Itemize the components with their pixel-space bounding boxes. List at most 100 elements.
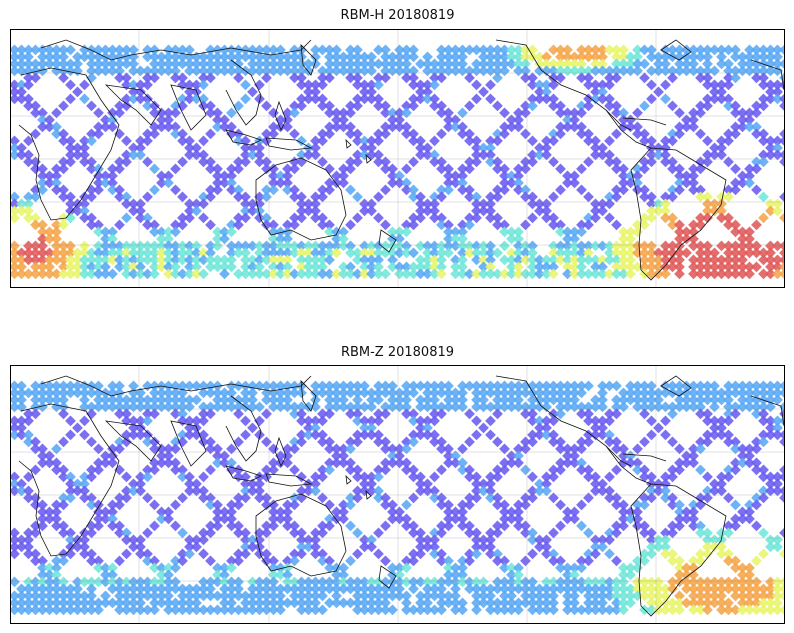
- data-cell: [779, 261, 784, 273]
- data-cell: [254, 205, 265, 217]
- data-cell: [513, 170, 524, 182]
- data-cell: [646, 205, 657, 217]
- data-cell: [590, 240, 601, 252]
- data-cell: [23, 72, 34, 84]
- data-cell: [198, 149, 209, 161]
- data-cell: [625, 121, 636, 133]
- data-cell: [702, 604, 713, 616]
- data-cell: [569, 247, 580, 259]
- data-cell: [394, 233, 405, 245]
- data-cell: [569, 226, 580, 238]
- data-cell: [660, 212, 671, 224]
- data-cell: [478, 247, 489, 259]
- data-cell: [583, 219, 594, 231]
- data-cell: [583, 492, 594, 504]
- data-cell: [373, 149, 384, 161]
- data-cell: [576, 184, 587, 196]
- data-cell: [212, 240, 223, 252]
- data-cell: [464, 184, 475, 196]
- data-cell: [163, 114, 174, 126]
- data-cell: [457, 247, 468, 259]
- data-cell: [443, 240, 454, 252]
- data-cell: [415, 93, 426, 105]
- data-cell: [149, 247, 160, 259]
- data-cell: [688, 170, 699, 182]
- data-cell: [240, 429, 251, 441]
- data-cell: [737, 233, 748, 245]
- data-cell: [401, 499, 412, 511]
- data-cell: [415, 212, 426, 224]
- data-cell: [429, 240, 440, 252]
- data-cell: [506, 233, 517, 245]
- data-cell: [744, 226, 755, 238]
- data-cell: [226, 219, 237, 231]
- data-cell: [303, 198, 314, 210]
- data-cell: [212, 114, 223, 126]
- data-cell: [310, 212, 321, 224]
- data-cell: [16, 58, 27, 70]
- data-cell: [576, 107, 587, 119]
- data-cell: [233, 555, 244, 567]
- data-cell: [611, 184, 622, 196]
- data-cell: [646, 156, 657, 168]
- data-cell: [639, 212, 650, 224]
- data-cell: [268, 128, 279, 140]
- data-cell: [401, 562, 412, 574]
- graticule: [11, 30, 784, 287]
- data-cell: [450, 121, 461, 133]
- data-cell: [632, 107, 643, 119]
- data-cell: [58, 408, 69, 420]
- data-cell: [408, 387, 419, 399]
- data-cell: [177, 191, 188, 203]
- data-cell: [723, 527, 734, 539]
- data-cell: [79, 93, 90, 105]
- data-cell: [86, 72, 97, 84]
- data-cell: [86, 527, 97, 539]
- data-cell: [471, 212, 482, 224]
- data-cell: [268, 107, 279, 119]
- data-cell: [758, 548, 769, 560]
- data-cell: [352, 128, 363, 140]
- data-cell: [667, 527, 678, 539]
- data-cell: [79, 79, 90, 91]
- data-cell: [779, 492, 784, 504]
- data-cell: [709, 93, 720, 105]
- data-cell: [156, 247, 167, 259]
- data-cell: [702, 212, 713, 224]
- data-cell: [555, 226, 566, 238]
- data-cell: [23, 240, 34, 252]
- data-cell: [618, 114, 629, 126]
- data-cell: [401, 121, 412, 133]
- data-cell: [324, 121, 335, 133]
- data-cell: [205, 527, 216, 539]
- data-cell: [590, 93, 601, 105]
- data-cell: [541, 198, 552, 210]
- data-cell: [51, 107, 62, 119]
- data-cell: [618, 240, 629, 252]
- data-cell: [590, 212, 601, 224]
- data-cell: [562, 240, 573, 252]
- data-cell: [16, 93, 27, 105]
- data-cell: [702, 436, 713, 448]
- data-cell: [289, 184, 300, 196]
- data-cell: [128, 142, 139, 154]
- data-cell: [660, 415, 671, 427]
- data-cell: [65, 65, 76, 77]
- data-cell: [422, 240, 433, 252]
- data-cell: [779, 240, 784, 252]
- data-cell: [681, 114, 692, 126]
- data-cell: [751, 443, 762, 455]
- data-cell: [688, 240, 699, 252]
- data-cell: [30, 247, 41, 259]
- data-cell: [443, 163, 454, 175]
- data-cell: [317, 79, 328, 91]
- data-cell: [723, 212, 734, 224]
- data-cell: [65, 79, 76, 91]
- data-cell: [716, 240, 727, 252]
- data-cell: [499, 163, 510, 175]
- data-cell: [219, 114, 230, 126]
- data-cell: [107, 107, 118, 119]
- data-cell: [198, 100, 209, 112]
- data-cell: [751, 100, 762, 112]
- data-cell: [170, 520, 181, 532]
